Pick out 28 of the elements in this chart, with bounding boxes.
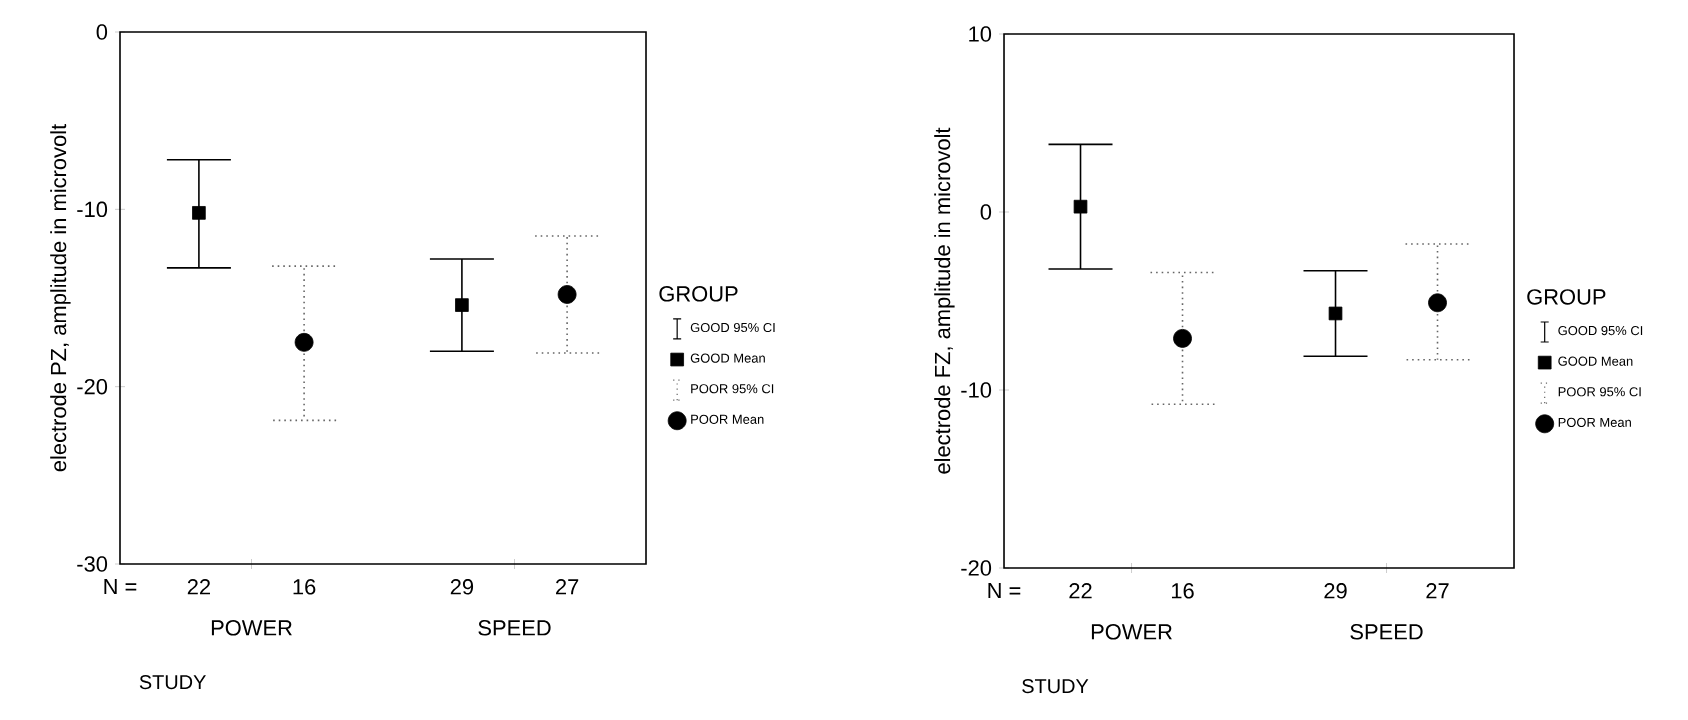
text: N = — [104, 579, 137, 595]
y-axis-title: electrode PZ, amplitude in microvolt — [50, 124, 71, 472]
y-axis-title: electrode FZ, amplitude in microvolt — [934, 127, 955, 474]
legend-title: GROUP — [659, 286, 738, 302]
y-tick-label: -20 — [77, 378, 108, 395]
x-axis-title: STUDY — [139, 675, 206, 690]
y-tick-label: -20 — [961, 560, 992, 576]
text: 29 — [450, 579, 474, 595]
text: 27 — [556, 579, 579, 595]
text: 22 — [1069, 583, 1092, 599]
x-tick-label: POWER — [1091, 624, 1172, 640]
text: 27 — [1426, 583, 1449, 599]
text: 22 — [187, 579, 210, 595]
text: 29 — [1324, 583, 1347, 599]
y-tick-label: 0 — [96, 24, 108, 40]
x-tick-label: SPEED — [1350, 624, 1423, 640]
y-tick-label: 0 — [980, 204, 992, 220]
text: 16 — [1171, 583, 1194, 599]
y-tick-label: 10 — [969, 26, 992, 42]
x-tick-label: SPEED — [478, 620, 551, 636]
y-tick-label: -10 — [77, 201, 108, 218]
x-tick-label: POWER — [211, 620, 292, 636]
text: N = — [988, 583, 1021, 599]
x-axis-title: STUDY — [1022, 679, 1089, 694]
text: 16 — [293, 579, 316, 595]
y-tick-label: -30 — [77, 556, 108, 572]
y-tick-label: -10 — [961, 382, 992, 398]
legend-title: GROUP — [1527, 289, 1606, 305]
